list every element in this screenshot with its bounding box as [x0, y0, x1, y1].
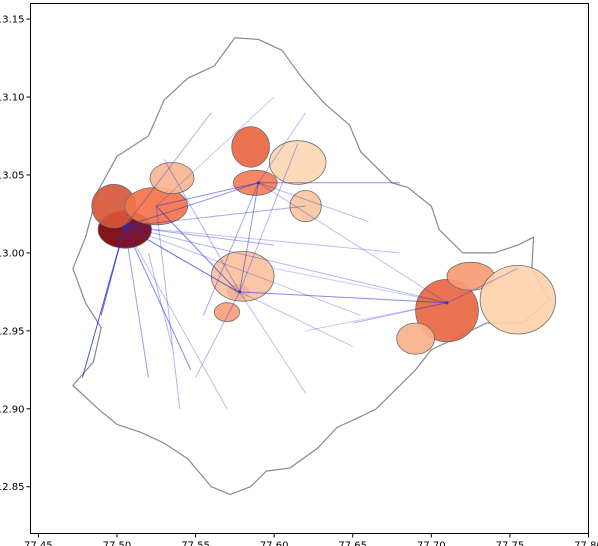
- y-tick-label-5: 13.10: [0, 93, 25, 104]
- flow-line-2: [124, 226, 149, 378]
- flow-line-25: [202, 182, 259, 316]
- flow-line-24: [257, 112, 307, 184]
- flow-line-8: [124, 225, 400, 254]
- flow-line-5: [124, 182, 259, 227]
- x-tick-label-2: 77.55: [181, 541, 210, 546]
- flow-line-28: [446, 268, 519, 304]
- y-tick-label-2: 12.95: [0, 326, 25, 337]
- flow-line-19: [195, 291, 241, 378]
- choropleth-region-14: [396, 322, 435, 355]
- flow-lines-layer: [81, 96, 519, 410]
- x-tick-label-3: 77.60: [260, 541, 289, 546]
- y-tick-label-0: 12.85: [0, 482, 25, 493]
- choropleth-region-7: [289, 190, 322, 223]
- flow-line-26: [258, 182, 448, 304]
- flow-line-13: [155, 205, 239, 293]
- flow-line-7: [124, 225, 448, 304]
- x-axis-ticks: 77.45 77.50 77.55 77.60 77.65 77.70 77.75 77.80: [24, 533, 598, 546]
- choropleth-region-10: [213, 302, 240, 322]
- flow-line-11: [124, 225, 361, 316]
- x-tick-label-5: 77.70: [417, 541, 446, 546]
- choropleth-region-3: [149, 162, 195, 195]
- hub-point-2: [256, 181, 260, 185]
- flow-line-33: [147, 252, 173, 347]
- flow-line-31: [155, 96, 275, 207]
- choropleth-region-11: [415, 278, 479, 343]
- flow-line-30: [274, 268, 448, 304]
- y-axis-ticks: 12.85 12.90 12.95 13.00 13.05 13.10 13.15: [0, 15, 31, 493]
- flow-line-14: [155, 206, 181, 409]
- choropleth-region-4: [231, 126, 270, 168]
- hub-point-1: [238, 290, 242, 294]
- flow-line-32: [124, 226, 228, 410]
- choropleth-region-6: [269, 140, 327, 185]
- y-tick-label-1: 12.90: [0, 404, 25, 415]
- flow-line-21: [239, 143, 299, 293]
- flow-line-15: [239, 291, 448, 304]
- flow-line-1: [100, 226, 126, 316]
- flow-line-20: [163, 159, 241, 293]
- city-boundary: [72, 37, 550, 496]
- x-tick-label-6: 77.75: [496, 541, 525, 546]
- x-tick-label-4: 77.65: [338, 541, 367, 546]
- x-tick-label-7: 77.80: [574, 541, 598, 546]
- flow-line-16: [239, 182, 259, 292]
- y-tick-label-3: 13.00: [0, 248, 25, 259]
- flow-line-27: [352, 302, 448, 324]
- x-tick-label-0: 77.45: [24, 541, 53, 546]
- flow-line-29: [305, 302, 448, 332]
- x-tick-label-1: 77.50: [103, 541, 132, 546]
- flow-line-6: [124, 205, 306, 227]
- flow-line-18: [239, 291, 353, 347]
- hub-points-layer: [123, 181, 449, 305]
- flow-line-17: [239, 291, 307, 394]
- y-tick-label-4: 13.05: [0, 170, 25, 181]
- flow-line-10: [124, 225, 275, 246]
- hub-point-3: [445, 301, 449, 305]
- flow-line-12: [156, 182, 259, 207]
- flow-line-3: [124, 226, 192, 371]
- y-tick-label-6: 13.15: [0, 15, 25, 26]
- flow-line-9: [124, 112, 212, 227]
- choropleth-region-13: [479, 265, 556, 335]
- city-boundary-layer: [72, 37, 550, 496]
- hub-point-0: [123, 224, 127, 228]
- flow-line-23: [258, 182, 369, 223]
- flow-line-4: [124, 225, 239, 293]
